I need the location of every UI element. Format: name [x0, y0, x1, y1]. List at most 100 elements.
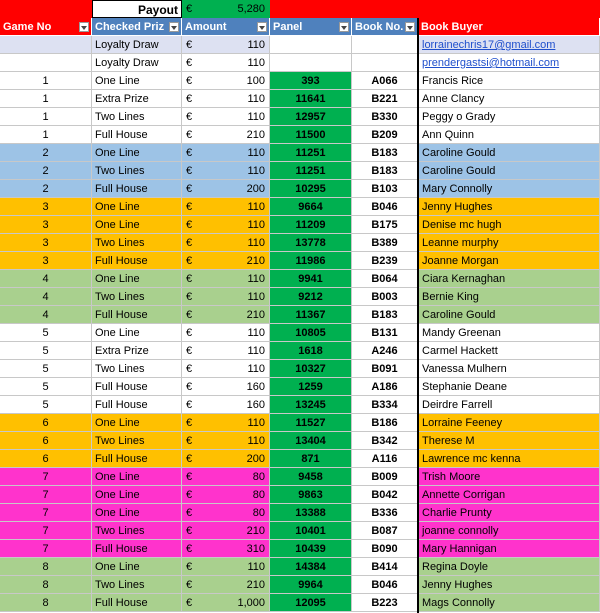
- email-link[interactable]: lorrainechris17@gmail.com: [422, 39, 556, 51]
- currency: €: [186, 597, 193, 609]
- buyer-cell: Annette Corrigan: [418, 486, 600, 504]
- panel: 12957: [295, 111, 326, 123]
- panel-cell: 393: [270, 72, 352, 90]
- amount: 110: [247, 147, 265, 159]
- game-cell: 3: [0, 252, 92, 270]
- buyer-cell: Caroline Gould: [418, 144, 600, 162]
- currency: €: [186, 453, 193, 465]
- buyer: Carmel Hackett: [422, 345, 498, 357]
- amount: 200: [246, 183, 265, 195]
- amount-cell: €210: [182, 126, 270, 144]
- amount-cell: €110: [182, 144, 270, 162]
- buyer-cell: prendergastsi@hotmail.com: [418, 54, 600, 72]
- amount-cell: €110: [182, 108, 270, 126]
- book-cell: B091: [352, 360, 418, 378]
- amount: 80: [252, 507, 265, 519]
- amount-cell: €110: [182, 342, 270, 360]
- game-cell: 8: [0, 576, 92, 594]
- header-text: Amount: [185, 21, 227, 33]
- game-no: 3: [42, 255, 49, 267]
- amount: 210: [246, 309, 265, 321]
- amount: 210: [246, 579, 265, 591]
- panel-cell: 13778: [270, 234, 352, 252]
- book-cell: B046: [352, 576, 418, 594]
- prize: One Line: [95, 147, 140, 159]
- game-cell: 3: [0, 198, 92, 216]
- game-cell: 5: [0, 378, 92, 396]
- currency: €: [186, 471, 193, 483]
- game-cell: 6: [0, 414, 92, 432]
- book-cell: B009: [352, 468, 418, 486]
- game-cell: 7: [0, 486, 92, 504]
- prize: Loyalty Draw: [95, 39, 159, 51]
- book-cell: A246: [352, 342, 418, 360]
- panel: 13245: [295, 399, 326, 411]
- book-cell: B003: [352, 288, 418, 306]
- buyer-cell: Trish Moore: [418, 468, 600, 486]
- amount-cell: €80: [182, 486, 270, 504]
- buyer: Caroline Gould: [422, 165, 496, 177]
- currency: €: [186, 363, 193, 375]
- panel: 11367: [295, 309, 326, 321]
- prize-cell: Two Lines: [92, 432, 182, 450]
- prize-cell: Full House: [92, 450, 182, 468]
- buyer-cell: lorrainechris17@gmail.com: [418, 36, 600, 54]
- buyer: Joanne Morgan: [422, 255, 499, 267]
- book-no: B330: [371, 111, 398, 123]
- book-cell: [352, 36, 418, 54]
- panel-cell: 9964: [270, 576, 352, 594]
- header-text: Book Buyer: [421, 21, 483, 33]
- buyer: Therese M: [422, 435, 475, 447]
- book-cell: B389: [352, 234, 418, 252]
- prize: Full House: [95, 453, 148, 465]
- prize-cell: Two Lines: [92, 522, 182, 540]
- amount: 110: [247, 345, 265, 357]
- game-no: 4: [42, 309, 49, 321]
- buyer: Ciara Kernaghan: [422, 273, 506, 285]
- game-cell: 5: [0, 360, 92, 378]
- currency: €: [186, 309, 193, 321]
- buyer: Mary Hannigan: [422, 543, 497, 555]
- book-cell: B336: [352, 504, 418, 522]
- top-fill: [0, 0, 92, 18]
- prize-cell: One Line: [92, 216, 182, 234]
- prize: One Line: [95, 273, 140, 285]
- panel-cell: 12095: [270, 594, 352, 612]
- panel: 871: [301, 453, 320, 465]
- book-cell: B183: [352, 306, 418, 324]
- panel-cell: 11251: [270, 162, 352, 180]
- buyer-cell: Mary Hannigan: [418, 540, 600, 558]
- email-link[interactable]: prendergastsi@hotmail.com: [422, 57, 560, 69]
- amount-cell: €110: [182, 216, 270, 234]
- amount-cell: €110: [182, 432, 270, 450]
- game-cell: 5: [0, 396, 92, 414]
- panel-cell: 9458: [270, 468, 352, 486]
- buyer-cell: Mandy Greenan: [418, 324, 600, 342]
- buyer-cell: Stephanie Deane: [418, 378, 600, 396]
- game-cell: 7: [0, 468, 92, 486]
- game-cell: 8: [0, 594, 92, 612]
- panel: 14384: [295, 561, 326, 573]
- game-no: 2: [42, 183, 49, 195]
- panel-cell: 11641: [270, 90, 352, 108]
- prize: Two Lines: [95, 111, 145, 123]
- book-cell: B239: [352, 252, 418, 270]
- currency: €: [186, 147, 193, 159]
- amount-cell: €110: [182, 234, 270, 252]
- amount-cell: €200: [182, 450, 270, 468]
- amount: 110: [247, 327, 265, 339]
- buyer: Stephanie Deane: [422, 381, 508, 393]
- currency: €: [186, 39, 193, 51]
- panel: 10401: [295, 525, 326, 537]
- book-no: B186: [371, 417, 398, 429]
- amount: 310: [246, 543, 265, 555]
- game-cell: 7: [0, 540, 92, 558]
- prize-cell: Two Lines: [92, 360, 182, 378]
- panel-cell: 9212: [270, 288, 352, 306]
- game-cell: 2: [0, 162, 92, 180]
- book-cell: B183: [352, 162, 418, 180]
- amount-cell: €110: [182, 270, 270, 288]
- prize-cell: Two Lines: [92, 576, 182, 594]
- game-no: 5: [42, 345, 49, 357]
- prize-cell: One Line: [92, 72, 182, 90]
